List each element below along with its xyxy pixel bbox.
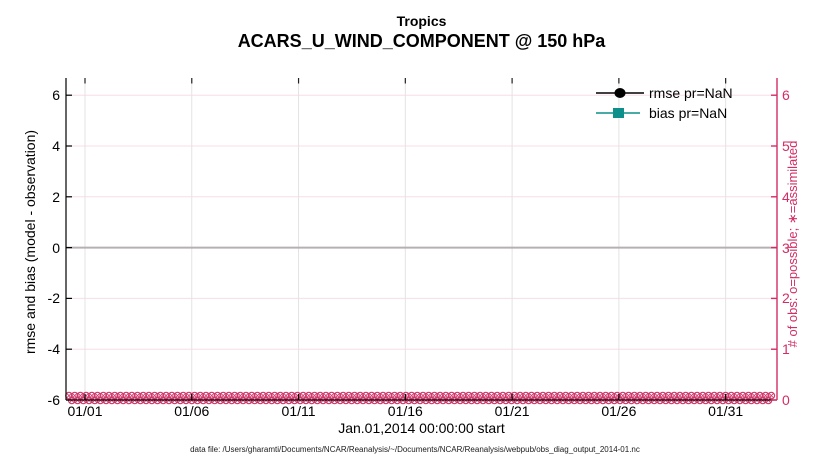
legend-item-bias: bias pr=NaN [594, 103, 733, 123]
right-y-tick-label: 3 [782, 239, 790, 256]
x-tick-label: 01/21 [494, 403, 530, 419]
legend-label-rmse: rmse pr=NaN [649, 85, 733, 101]
x-tick-label: 01/01 [67, 403, 103, 419]
left-y-tick-label: -6 [47, 392, 60, 408]
bias-line-marker-icon [596, 108, 640, 118]
x-tick-label: 01/31 [708, 403, 744, 419]
left-y-tick-label: 0 [52, 239, 60, 256]
x-axis-label: Jan.01,2014 00:00:00 start [338, 420, 505, 436]
right-y-tick-label: 5 [782, 138, 790, 154]
x-tick-label: 01/16 [387, 403, 423, 419]
left-y-tick-label: 2 [52, 188, 60, 205]
legend: rmse pr=NaN bias pr=NaN [594, 83, 733, 123]
legend-item-rmse: rmse pr=NaN [594, 83, 733, 103]
right-y-tick-label: 1 [782, 341, 790, 358]
right-y-tick-label: 0 [782, 392, 790, 408]
x-tick-label: 01/26 [601, 403, 637, 419]
rmse-circle-marker-icon [614, 88, 626, 98]
right-y-tick-label: 2 [782, 290, 790, 307]
obs-markers [65, 391, 776, 405]
rmse-line-marker-icon [596, 88, 644, 98]
datafile-caption: data file: /Users/gharamti/Documents/NCA… [190, 445, 640, 454]
legend-label-bias: bias pr=NaN [649, 105, 728, 121]
left-y-tick-label: 4 [52, 138, 60, 154]
left-y-tick-label: -4 [47, 341, 60, 358]
right-y-tick-label: 6 [782, 87, 790, 104]
right-y-tick-label: 4 [782, 188, 790, 205]
left-y-tick-label: -2 [47, 290, 60, 307]
left-y-tick-label: 6 [52, 87, 60, 104]
plot-title-region: Tropics [396, 13, 447, 29]
bias-square-marker-icon [613, 108, 624, 118]
plot-title-variable: ACARS_U_WIND_COMPONENT @ 150 hPa [237, 31, 606, 51]
x-tick-label: 01/11 [281, 403, 316, 419]
x-tick-label: 01/06 [174, 403, 210, 419]
